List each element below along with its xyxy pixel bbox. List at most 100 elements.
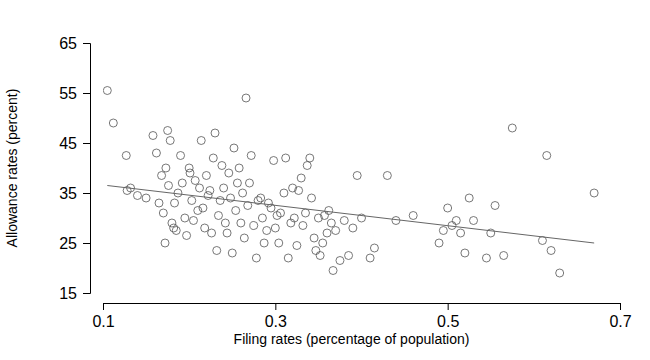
point (295, 187, 303, 195)
point (299, 222, 307, 230)
point (170, 224, 178, 232)
x-tick-label: 0.3 (265, 313, 287, 330)
point (270, 157, 278, 165)
y-tick: 55 (59, 85, 90, 102)
point (590, 189, 598, 197)
point (301, 209, 309, 217)
x-tick-mark (620, 303, 621, 310)
point (177, 152, 185, 160)
x-tick-label: 0.1 (92, 313, 114, 330)
point (323, 229, 331, 237)
y-tick-label: 25 (59, 235, 77, 252)
point (370, 244, 378, 252)
point (235, 164, 243, 172)
point (133, 192, 141, 200)
y-tick-label: 65 (59, 35, 77, 52)
y-tick-mark (83, 193, 90, 194)
x-tick: 0.1 (92, 303, 114, 330)
point (161, 239, 169, 247)
point (181, 214, 189, 222)
point (465, 194, 473, 202)
point (247, 152, 255, 160)
point (242, 94, 250, 102)
point (250, 222, 258, 230)
point (152, 149, 160, 157)
point (312, 247, 320, 255)
y-tick-mark (83, 243, 90, 244)
y-tick-label: 55 (59, 85, 77, 102)
point (435, 239, 443, 247)
point (290, 214, 298, 222)
y-tick: 25 (59, 235, 90, 252)
point (282, 154, 290, 162)
point (470, 217, 478, 225)
point (186, 169, 194, 177)
point (178, 179, 186, 187)
point (240, 234, 248, 242)
plot-area (103, 87, 598, 278)
x-tick-mark (448, 303, 449, 310)
point (264, 199, 272, 207)
y-axis-title: Allowance rates (percent) (4, 89, 20, 248)
y-tick-label: 35 (59, 185, 77, 202)
x-tick-mark (275, 303, 276, 310)
point (547, 247, 555, 255)
point (232, 207, 240, 215)
point (245, 179, 253, 187)
point (327, 219, 335, 227)
point (223, 229, 231, 237)
point (329, 267, 337, 275)
point (197, 137, 205, 145)
point (444, 204, 452, 212)
point (461, 249, 469, 257)
y-tick: 45 (59, 135, 90, 152)
point (213, 247, 221, 255)
point (345, 252, 353, 260)
point (383, 172, 391, 180)
y-tick-mark (83, 293, 90, 294)
point (214, 212, 222, 220)
x-tick-mark (103, 303, 104, 310)
point (155, 199, 163, 207)
point (310, 234, 318, 242)
point (257, 194, 265, 202)
x-axis: 0.10.30.50.7 (92, 303, 631, 330)
x-axis-title: Filing rates (percentage of population) (234, 331, 470, 347)
point (508, 124, 516, 132)
point (183, 232, 191, 240)
point (202, 172, 210, 180)
point (332, 227, 340, 235)
point (194, 207, 202, 215)
point (320, 212, 328, 220)
point (452, 217, 460, 225)
point (171, 199, 179, 207)
point (543, 152, 551, 160)
y-tick-mark (83, 43, 90, 44)
point (221, 219, 229, 227)
point (204, 192, 212, 200)
point (303, 162, 311, 170)
point (172, 227, 180, 235)
point (439, 227, 447, 235)
point (168, 219, 176, 227)
point (263, 227, 271, 235)
y-tick-mark (83, 93, 90, 94)
point (158, 172, 166, 180)
point (164, 182, 172, 190)
point (122, 152, 130, 160)
point (159, 209, 167, 217)
y-axis-line (83, 44, 91, 294)
y-tick: 35 (59, 185, 90, 202)
point (142, 194, 150, 202)
point (325, 207, 333, 215)
point (220, 184, 228, 192)
point (189, 217, 197, 225)
point (239, 189, 247, 197)
point (191, 177, 199, 185)
point (340, 217, 348, 225)
point (409, 212, 417, 220)
point (228, 249, 236, 257)
point (230, 144, 238, 152)
point (252, 254, 260, 262)
point (500, 252, 508, 260)
